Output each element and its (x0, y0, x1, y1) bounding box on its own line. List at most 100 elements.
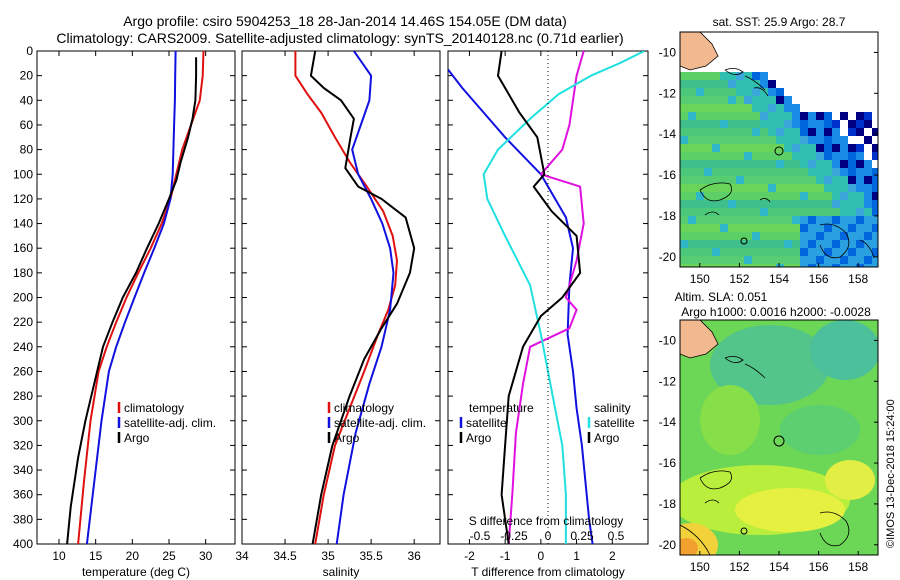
sst-cell (768, 128, 776, 136)
sst-cell (832, 256, 840, 264)
map-y-tick-label: -18 (659, 209, 677, 223)
sst-cell (680, 176, 688, 184)
sst-cell (800, 256, 808, 264)
sst-cell (752, 96, 760, 104)
sst-cell (824, 120, 832, 128)
s-tick: 0 (545, 529, 552, 543)
sst-cell (688, 240, 696, 248)
sla-map (680, 320, 878, 555)
sst-cell (744, 128, 752, 136)
sst-cell (840, 264, 848, 267)
sst-cell (856, 168, 864, 176)
sst-cell (800, 112, 808, 120)
sst-cell (688, 80, 696, 88)
sst-cell (680, 112, 688, 120)
sst-cell (704, 88, 712, 96)
sst-cell (848, 160, 856, 168)
sst-cell (792, 144, 800, 152)
sst-cell (864, 216, 872, 224)
sst-cell (704, 224, 712, 232)
sst-cell (808, 200, 816, 208)
sst-cell (800, 224, 808, 232)
sst-cell (720, 248, 728, 256)
sst-cell (760, 136, 768, 144)
sst-cell (800, 144, 808, 152)
sst-cell (744, 72, 752, 80)
sst-cell (760, 264, 768, 267)
sst-cell (696, 152, 704, 160)
sst-cell (688, 232, 696, 240)
sst-cell (720, 120, 728, 128)
y-tick-label: 260 (13, 364, 33, 378)
sla-blob (700, 385, 760, 455)
sst-cell (792, 224, 800, 232)
sst-cell (816, 256, 824, 264)
sst-cell (840, 160, 848, 168)
sst-cell (792, 128, 800, 136)
sla-blob (780, 405, 860, 455)
sst-cell (856, 256, 864, 264)
sst-cell (760, 168, 768, 176)
title-line-1: Argo profile: csiro 5904253_18 28-Jan-20… (123, 13, 567, 29)
y-tick-label: 360 (13, 488, 33, 502)
sst-cell (824, 144, 832, 152)
sst-cell (736, 96, 744, 104)
y-tick-label: 40 (20, 93, 34, 107)
sst-cell (768, 216, 776, 224)
sst-cell (680, 96, 688, 104)
sst-cell (728, 104, 736, 112)
sst-cell (696, 184, 704, 192)
sst-cell (720, 264, 728, 267)
sst-cell (680, 80, 688, 88)
sst-cell (800, 264, 808, 267)
sst-cell (728, 208, 736, 216)
sst-cell (856, 200, 864, 208)
sst-cell (728, 160, 736, 168)
sst-cell (752, 160, 760, 168)
sst-cell (856, 152, 864, 160)
series-line-t-satellite (482, 51, 645, 544)
sst-cell (696, 192, 704, 200)
sst-cell (712, 152, 720, 160)
sst-cell (744, 208, 752, 216)
sst-cell (784, 136, 792, 144)
sst-cell (808, 232, 816, 240)
sst-cell (840, 240, 848, 248)
sst-cell (792, 152, 800, 160)
sst-cell (760, 256, 768, 264)
sst-cell (792, 264, 800, 267)
series-line-satellite-adj-clim- (85, 51, 177, 544)
sst-cell (872, 208, 878, 216)
sst-cell (856, 128, 864, 136)
difference-legend-temperature: temperature satellite Argo (459, 401, 534, 445)
sst-cell (768, 80, 776, 88)
sst-cell (728, 256, 736, 264)
sst-cell (864, 168, 872, 176)
sst-map (680, 32, 878, 267)
sst-cell (784, 248, 792, 256)
sst-cell (752, 192, 760, 200)
y-tick-label: 20 (20, 69, 34, 83)
sst-cell (720, 160, 728, 168)
sst-cell (712, 120, 720, 128)
land-new-guinea (680, 320, 719, 359)
sst-cell (824, 168, 832, 176)
sst-cell (848, 128, 856, 136)
sst-cell (680, 184, 688, 192)
sst-cell (752, 248, 760, 256)
sst-cell (688, 216, 696, 224)
sst-cell (816, 144, 824, 152)
map-y-tick-label: -12 (659, 86, 677, 100)
sst-cell (760, 208, 768, 216)
sst-cell (784, 96, 792, 104)
sst-cell (688, 136, 696, 144)
land-new-guinea (680, 32, 719, 71)
sst-cell (800, 176, 808, 184)
sst-cell (768, 112, 776, 120)
sst-cell (784, 104, 792, 112)
sst-cell (816, 192, 824, 200)
sst-cell (824, 224, 832, 232)
legend-label-argo: Argo (334, 431, 360, 445)
sst-cell (784, 184, 792, 192)
sst-cell (872, 168, 878, 176)
